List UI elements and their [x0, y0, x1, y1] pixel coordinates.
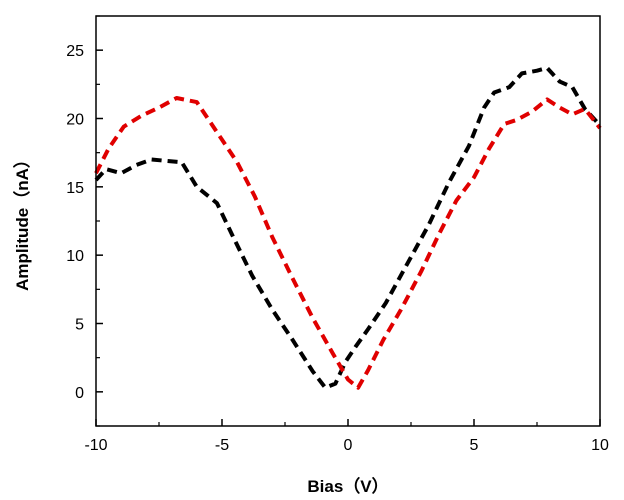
x-tick-label: 10 [591, 437, 609, 454]
y-tick-label: 25 [66, 43, 84, 60]
plot-frame [95, 15, 601, 427]
y-tick-label: 10 [66, 248, 84, 265]
y-tick-label: 15 [66, 180, 84, 197]
y-tick-label: 5 [75, 317, 84, 334]
x-tick-label: -5 [215, 437, 229, 454]
x-tick-label: 5 [470, 437, 479, 454]
tick-labels: -10 -5 0 5 10 0 5 10 15 20 25 [66, 43, 609, 454]
y-axis-label: Amplitude（nA） [12, 151, 32, 291]
series-line-1 [94, 65, 602, 390]
x-axis-label: Bias（V） [307, 476, 388, 496]
axis-ticks [95, 15, 601, 427]
y-tick-label: 0 [75, 385, 84, 402]
x-tick-label: 0 [344, 437, 353, 454]
series-line-2 [94, 96, 602, 390]
x-tick-label: -10 [84, 437, 107, 454]
plot-series-group [94, 65, 602, 390]
y-tick-label: 20 [66, 112, 84, 129]
